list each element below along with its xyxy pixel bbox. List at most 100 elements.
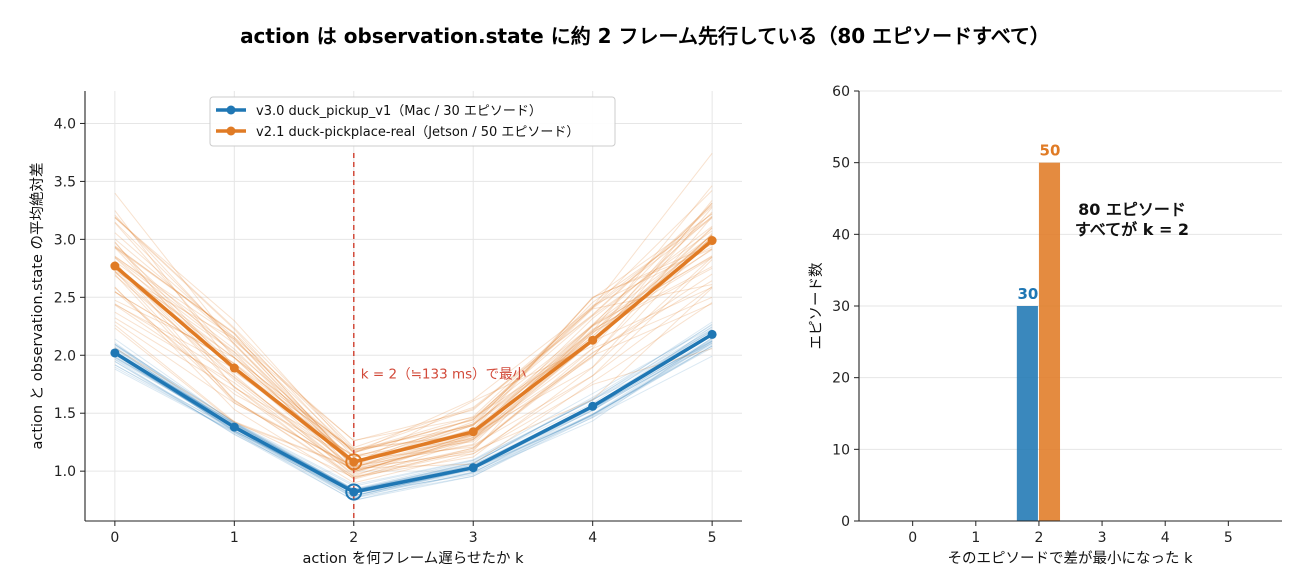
episode-line-v3 [114,340,713,498]
episode-line-v3 [114,321,713,487]
episode-line-v2 [114,280,713,460]
episode-line-v2 [114,232,713,477]
y-tick-label: 3.5 [54,174,76,190]
episode-line-v2 [114,256,713,478]
episode-line-v3 [114,345,713,494]
bar-chart: 30 50 0 1 2 3 4 5 0 10 20 30 40 50 60 そのエピソードで差が最小にな… [808,84,1282,567]
line-chart-x-ticks: 0 1 2 3 4 5 [110,521,717,546]
episode-line-v2 [114,235,713,474]
bar-chart-y-ticks: 0 10 20 30 40 50 60 [832,84,859,530]
y-tick-label: 2.5 [54,290,76,306]
episode-line-v2 [114,273,713,475]
y-tick-label: 4.0 [54,116,76,132]
line-chart-axes [84,91,742,522]
x-tick-label: 3 [469,530,478,546]
bar-value-label-v2: 50 [1040,142,1061,160]
episode-line-v2 [114,190,713,454]
episode-line-v2 [114,302,713,469]
series-line-v3 [113,332,714,494]
episode-line-v2 [114,217,713,442]
episode-line-v2 [114,200,713,466]
bar-chart-x-label: そのエピソードで差が最小になった k [947,550,1193,567]
episode-line-v2 [114,248,713,473]
y-tick-label: 2.0 [54,348,76,364]
episode-line-v2 [114,303,713,480]
bar-annotation-line1: 80 エピソード [1078,200,1186,219]
line-chart-y-label: action と observation.state の平均絶対差 [29,162,46,449]
x-tick-label: 0 [110,530,119,546]
x-tick-label: 2 [1034,530,1043,546]
episode-line-v2 [114,287,713,478]
episode-line-v2 [114,234,713,467]
point-v3-k4 [588,401,598,411]
legend-label-v2: v2.1 duck-pickplace-real（Jetson / 50 エピソ… [256,125,579,140]
episode-line-v2 [114,211,713,468]
episode-line-v2 [114,213,713,454]
series-line-v2 [113,239,714,464]
episode-line-v2 [114,249,713,453]
line-chart-x-label: action を何フレーム遅らせたか k [302,550,524,567]
y-tick-label: 0 [841,514,850,530]
x-tick-label: 0 [908,530,917,546]
episode-line-v2 [114,241,713,456]
mean-series [110,236,717,501]
point-v2-k0 [110,261,120,271]
y-tick-label: 20 [832,371,850,387]
legend-marker-orange [226,126,236,136]
episode-line-v2 [114,286,713,484]
episode-line-v3 [114,330,713,490]
y-tick-label: 1.5 [54,406,76,422]
point-v3-k2 [349,487,359,497]
episode-line-v3 [114,337,713,496]
y-tick-label: 10 [832,442,850,458]
y-tick-label: 3.0 [54,232,76,248]
y-tick-label: 1.0 [54,464,76,480]
line-chart-y-ticks: 1.0 1.5 2.0 2.5 3.0 3.5 4.0 [54,116,85,480]
minimum-ring-v3 [345,483,363,501]
y-tick-label: 30 [832,299,850,315]
episode-line-v2 [114,230,713,465]
episode-line-v3 [114,347,713,494]
bar-value-label-v3: 30 [1017,285,1038,303]
point-v3-k5 [707,329,717,339]
point-v3-k1 [229,422,239,432]
episode-line-v2 [114,257,713,468]
x-tick-label: 3 [1098,530,1107,546]
x-tick-label: 5 [1224,530,1233,546]
episode-line-v2 [114,261,713,468]
episode-line-v2 [114,216,713,473]
episode-line-v3 [114,344,713,499]
episode-line-v3 [114,345,713,501]
point-v2-k3 [468,427,478,437]
episode-line-v2 [114,192,713,462]
bar-annotation-line2: すべてが k = 2 [1075,220,1189,239]
legend-item-v2: v2.1 duck-pickplace-real（Jetson / 50 エピソ… [216,125,579,140]
x-tick-label: 2 [349,530,358,546]
episode-line-v2 [114,324,713,469]
y-tick-label: 50 [832,156,850,172]
episode-line-v2 [114,287,713,479]
episode-line-v3 [114,355,713,502]
episode-line-v2 [114,246,713,453]
episode-line-v2 [114,222,713,467]
point-v3-k3 [468,463,478,473]
episode-line-v3 [114,324,713,491]
episode-line-v2 [114,152,713,454]
episode-line-v3 [114,340,713,494]
episode-line-v3 [114,323,713,491]
y-tick-label: 40 [832,227,850,243]
figure-title: action は observation.state に約 2 フレーム先行して… [240,24,1050,48]
legend-box [209,96,616,147]
episode-line-v2 [114,244,713,450]
episode-line-v2 [114,204,713,449]
x-tick-label: 1 [230,530,239,546]
point-v3-k0 [110,348,120,358]
point-v2-k1 [229,363,239,373]
episode-line-v3 [114,345,713,499]
bar-chart-bars: 30 50 [1016,142,1061,521]
legend-label-v3: v3.0 duck_pickup_v1（Mac / 30 エピソード） [256,104,542,119]
point-v2-k2 [349,457,359,467]
legend-marker-blue [226,105,236,115]
episode-line-v3 [114,342,713,497]
